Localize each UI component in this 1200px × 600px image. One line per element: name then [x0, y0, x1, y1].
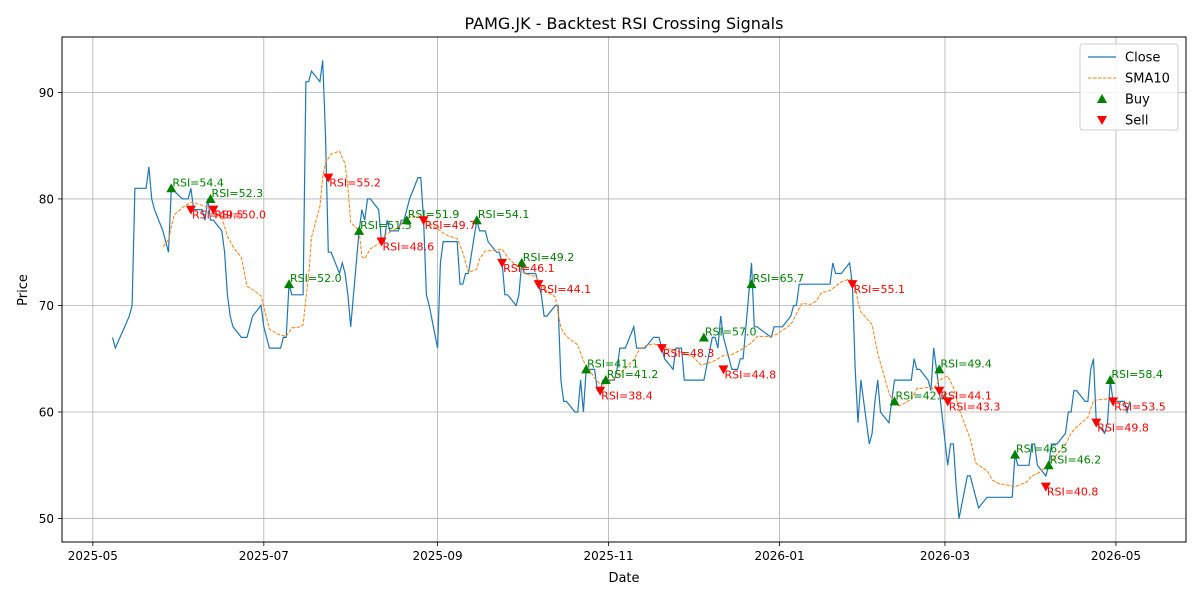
buy-annotation: RSI=54.1 [478, 208, 530, 221]
x-axis-label: Date [608, 571, 639, 586]
buy-annotation: RSI=49.4 [940, 357, 992, 370]
buy-marker [354, 225, 365, 235]
sell-marker [934, 386, 945, 396]
x-tick-label: 2025-05 [68, 549, 118, 563]
buy-marker [1010, 449, 1021, 459]
buy-marker [746, 279, 757, 289]
buy-annotation: RSI=52.0 [290, 272, 342, 285]
sell-annotation: RSI=43.3 [949, 400, 1001, 413]
sell-marker [718, 365, 729, 375]
buy-marker [401, 215, 412, 225]
buy-annotation: RSI=57.0 [705, 325, 757, 338]
buy-annotation: RSI=46.5 [1016, 443, 1068, 456]
buy-marker [1105, 375, 1116, 385]
y-tick-label: 80 [39, 192, 54, 206]
sell-annotation: RSI=44.1 [940, 390, 992, 403]
sell-marker [533, 280, 544, 290]
legend: Close SMA10 Buy Sell [1079, 43, 1179, 131]
sell-marker [595, 386, 606, 396]
sell-marker [656, 344, 667, 354]
x-axis-ticks: 2025-05 2025-07 2025-09 2025-11 2026-01 2026-… [68, 542, 1141, 563]
chart-title: PAMG.JK - Backtest RSI Crossing Signals [465, 14, 784, 33]
buy-annotation: RSI=41.2 [607, 368, 659, 381]
buy-marker [205, 193, 216, 203]
sell-annotation: RSI=49.5 [192, 209, 244, 222]
buy-marker [934, 364, 945, 374]
y-axis-label: Price [16, 274, 31, 306]
sell-annotation: RSI=48.6 [383, 241, 435, 254]
sell-marker [847, 280, 858, 290]
buy-marker [698, 332, 709, 342]
buy-annotation: RSI=41.1 [587, 357, 639, 370]
legend-label-sell: Sell [1125, 114, 1148, 129]
sell-marker [942, 397, 953, 407]
sell-annotation: RSI=48.3 [663, 347, 715, 360]
sma10-line [162, 150, 1130, 488]
sell-marker [1040, 482, 1051, 492]
x-tick-label: 2026-03 [920, 549, 970, 563]
legend-label-sma10: SMA10 [1125, 72, 1170, 87]
buy-annotation: RSI=51.5 [360, 219, 412, 232]
sell-annotation: RSI=38.4 [601, 390, 653, 403]
y-tick-label: 60 [39, 406, 54, 420]
sell-annotation: RSI=44.1 [540, 283, 592, 296]
sell-marker [418, 216, 429, 226]
x-tick-label: 2026-05 [1091, 549, 1141, 563]
buy-annotation: RSI=49.2 [523, 251, 575, 264]
y-tick-label: 50 [39, 512, 54, 526]
sell-annotation: RSI=50.0 [214, 209, 266, 222]
legend-swatch-sell [1097, 116, 1107, 125]
sell-annotation: RSI=53.5 [1114, 400, 1166, 413]
y-tick-label: 90 [39, 86, 54, 100]
sell-marker [376, 237, 387, 247]
buy-marker [600, 375, 611, 385]
buy-marker [166, 183, 177, 193]
legend-label-buy: Buy [1125, 93, 1150, 108]
grid-lines [62, 37, 1186, 542]
buy-annotation: RSI=42.7 [895, 389, 947, 402]
y-tick-label: 70 [39, 299, 54, 313]
buy-annotation: RSI=58.4 [1111, 368, 1163, 381]
sell-marker [185, 205, 196, 215]
sell-annotation: RSI=55.1 [853, 283, 905, 296]
sell-marker [1091, 418, 1102, 428]
plot-area: RSI=54.4RSI=52.3RSI=52.0RSI=51.5RSI=51.9… [111, 60, 1166, 519]
buy-annotation: RSI=52.3 [212, 187, 264, 200]
sell-annotation: RSI=49.7 [425, 219, 477, 232]
sell-annotation: RSI=40.8 [1047, 486, 1099, 499]
sell-marker [1108, 397, 1119, 407]
buy-marker [889, 396, 900, 406]
buy-marker [284, 279, 295, 289]
sell-annotation: RSI=46.1 [503, 262, 555, 275]
x-tick-label: 2025-09 [413, 549, 463, 563]
buy-annotation: RSI=65.7 [753, 272, 805, 285]
y-axis-ticks: 50 60 70 80 90 [39, 86, 62, 526]
buy-marker [516, 257, 527, 267]
legend-swatch-buy [1097, 94, 1107, 103]
legend-label-close: Close [1125, 51, 1160, 66]
x-tick-label: 2025-07 [239, 549, 289, 563]
sell-annotation: RSI=44.8 [725, 368, 777, 381]
sell-marker [497, 258, 508, 268]
buy-marker [1043, 460, 1054, 470]
buy-marker [471, 215, 482, 225]
sell-annotation: RSI=49.8 [1097, 422, 1149, 435]
x-tick-label: 2025-11 [584, 549, 634, 563]
buy-annotation: RSI=54.4 [172, 176, 224, 189]
legend-box [1079, 43, 1179, 131]
buy-annotation: RSI=46.2 [1050, 453, 1102, 466]
x-tick-label: 2026-01 [754, 549, 804, 563]
axes-frame [61, 36, 1187, 543]
buy-marker [581, 364, 592, 374]
sell-marker [208, 205, 219, 215]
sell-marker [323, 173, 334, 183]
sell-annotation: RSI=55.2 [329, 177, 381, 190]
